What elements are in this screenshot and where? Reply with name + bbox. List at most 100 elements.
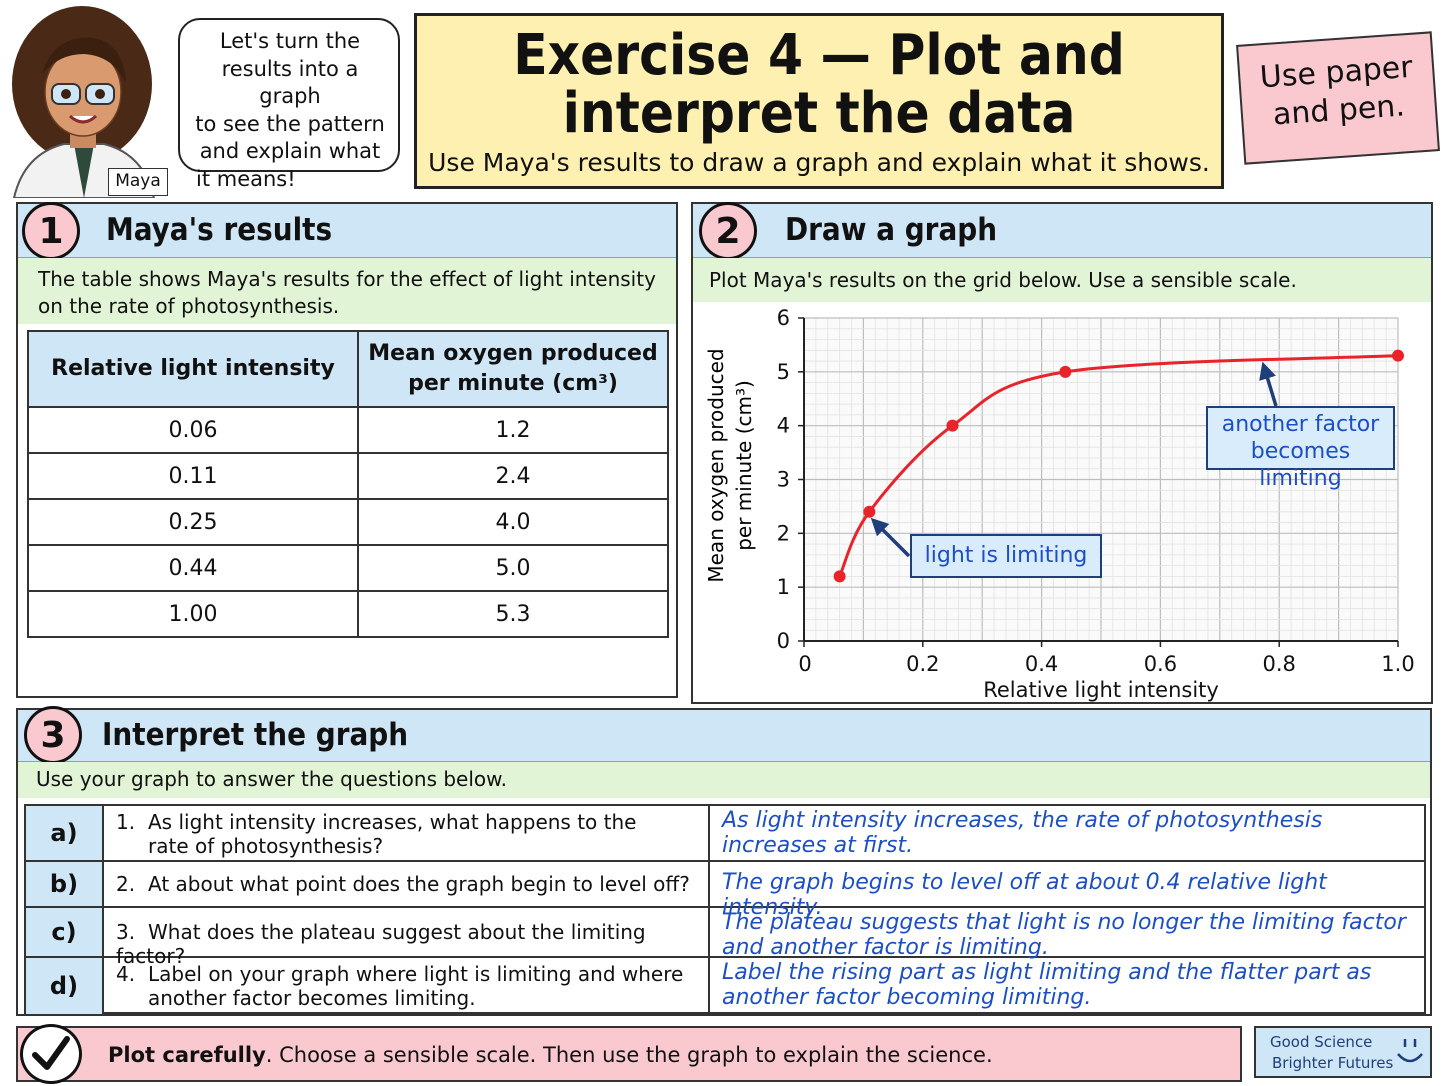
- x-tick-label: 1.0: [1381, 652, 1414, 676]
- callout-arrow: [870, 517, 911, 558]
- x-tick-label: 0.8: [1262, 652, 1295, 676]
- x-tick-label: 0.2: [906, 652, 939, 676]
- question-number: 2.: [116, 872, 136, 896]
- question-row: b) 2. At about what point does the graph …: [26, 862, 1424, 920]
- column-header: Mean oxygen produced per minute (cm³): [357, 330, 669, 408]
- question-line: As light intensity increases, what happe…: [148, 810, 637, 834]
- answer-text[interactable]: The plateau suggests that light is no lo…: [708, 908, 1424, 960]
- data-point: [1392, 349, 1404, 362]
- table-cell: 0.44: [27, 544, 359, 592]
- question-text: 2. At about what point does the graph beg…: [116, 872, 706, 896]
- y-axis-label: Mean oxygen produced: [704, 348, 728, 582]
- page-subtitle: Use Maya's results to draw a graph and e…: [428, 148, 1210, 177]
- results-table: Relative light intensity Mean oxygen pro…: [27, 330, 669, 638]
- y-tick-label: 6: [777, 306, 790, 330]
- table-cell: 1.00: [27, 590, 359, 638]
- speech-line: Let's turn the: [219, 29, 361, 53]
- x-tick-label: 0.6: [1144, 652, 1177, 676]
- section-number: 3: [24, 706, 82, 764]
- question-letter: a): [26, 806, 104, 860]
- table-cell: 0.11: [27, 452, 359, 500]
- question-line: At about what point does the graph begin…: [148, 872, 690, 896]
- section-intro: The table shows Maya's results for the e…: [18, 258, 676, 324]
- question-line: another factor becomes limiting.: [148, 986, 476, 1010]
- question-letter: b): [26, 862, 104, 906]
- page-title-line2: interpret the data: [562, 81, 1076, 146]
- checkmark-icon: [20, 1024, 82, 1084]
- table-cell: 5.3: [357, 590, 669, 638]
- section-interpret: 3 Interpret the graph Use your graph to …: [16, 706, 1432, 1016]
- question-text: 1. As light intensity increases, what hap…: [116, 810, 706, 858]
- table-cell: 5.0: [357, 544, 669, 592]
- paper-pen-note: Use paper and pen.: [1236, 31, 1440, 165]
- table-cell: 1.2: [357, 406, 669, 454]
- answer-text[interactable]: The graph begins to level off at about 0…: [708, 862, 1424, 920]
- answer-text[interactable]: Label the rising part as light limiting …: [708, 958, 1424, 1014]
- callout-other-factor: another factor becomes limiting: [1206, 406, 1395, 491]
- title-box: Exercise 4 — Plot and interpret the data…: [414, 13, 1224, 189]
- footer-tip-text: Plot carefully. Choose a sensible scale.…: [108, 1042, 993, 1068]
- answer-text[interactable]: As light intensity increases, the rate o…: [708, 806, 1424, 860]
- question-letter: c): [26, 908, 104, 956]
- question-row: d) 4. Label on your graph where light is …: [26, 958, 1424, 1014]
- section-number: 1: [22, 202, 80, 260]
- avatar: [4, 4, 174, 199]
- table-row: 0.25 4.0: [27, 498, 669, 546]
- y-tick-label: 5: [777, 360, 790, 384]
- question-text: 4. Label on your graph where light is lim…: [116, 962, 706, 1010]
- question-line: Label on your graph where light is limit…: [148, 962, 684, 986]
- footer-tip-bar: Plot carefully. Choose a sensible scale.…: [16, 1026, 1242, 1082]
- brand-line: Good Science: [1270, 1033, 1373, 1051]
- question-row: c) 3. What does the plateau suggest about…: [26, 908, 1424, 968]
- x-axis-label: Relative light intensity: [983, 678, 1219, 702]
- section-title: Maya's results: [106, 212, 333, 248]
- check-icon: [32, 1036, 70, 1070]
- character-name-label: Maya: [108, 168, 168, 196]
- column-header: Relative light intensity: [27, 330, 359, 408]
- section-intro: Use your graph to answer the questions b…: [18, 762, 1430, 798]
- y-tick-label: 0: [777, 629, 790, 653]
- x-tick-label: 0: [798, 652, 811, 676]
- data-point: [1059, 365, 1072, 378]
- callout-light-limiting: light is limiting: [910, 534, 1102, 578]
- table-cell: 4.0: [357, 498, 669, 546]
- intro-line: Plot Maya's results on the grid below. U…: [709, 268, 1297, 292]
- section-header: [693, 204, 1431, 258]
- section-title: Interpret the graph: [102, 717, 409, 753]
- speech-line: and explain what: [199, 139, 381, 163]
- y-tick-label: 1: [777, 575, 790, 599]
- y-axis-label: per minute (cm³): [732, 380, 756, 551]
- intro-line: The table shows Maya's results for the e…: [38, 267, 656, 291]
- callout-arrow: [1259, 361, 1278, 407]
- table-cell: 0.25: [27, 498, 359, 546]
- brand-line: Brighter Futures: [1272, 1054, 1394, 1072]
- table-cell: 2.4: [357, 452, 669, 500]
- speech-line: it means!: [196, 166, 296, 191]
- table-row: 0.44 5.0: [27, 544, 669, 592]
- question-number: 4.: [116, 962, 136, 986]
- question-letter: d): [26, 958, 104, 1014]
- x-tick-label: 0.4: [1025, 652, 1058, 676]
- y-tick-label: 2: [777, 521, 790, 545]
- speech-line: results into a graph: [221, 56, 359, 109]
- section-results: 1 Maya's results The table shows Maya's …: [16, 202, 678, 698]
- questions-table: a) 1. As light intensity increases, what …: [24, 804, 1426, 1014]
- table-cell: 0.06: [27, 406, 359, 454]
- scientist-avatar-icon: [12, 6, 156, 199]
- table-row: 1.00 5.3: [27, 590, 669, 638]
- footer-tip-rest: . Choose a sensible scale. Then use the …: [265, 1043, 993, 1067]
- callout-line: becomes limiting: [1250, 439, 1351, 491]
- footer-tip-bold: Plot carefully: [108, 1043, 266, 1067]
- section-intro: Plot Maya's results on the grid below. U…: [693, 258, 1431, 302]
- section-number: 2: [699, 202, 757, 260]
- header-line: Mean oxygen produced: [368, 341, 658, 366]
- data-point: [946, 419, 959, 432]
- speech-text: Let's turn the results into a graph to s…: [190, 28, 390, 193]
- data-point: [833, 570, 846, 583]
- smile-icon: [1397, 1039, 1423, 1063]
- y-axis-label-group: Mean oxygen produced per minute (cm³): [704, 348, 756, 582]
- table-row: 0.11 2.4: [27, 452, 669, 500]
- speech-bubble: Let's turn the results into a graph to s…: [178, 18, 400, 191]
- speech-line: to see the pattern: [195, 111, 385, 136]
- intro-line: on the rate of photosynthesis.: [38, 294, 340, 318]
